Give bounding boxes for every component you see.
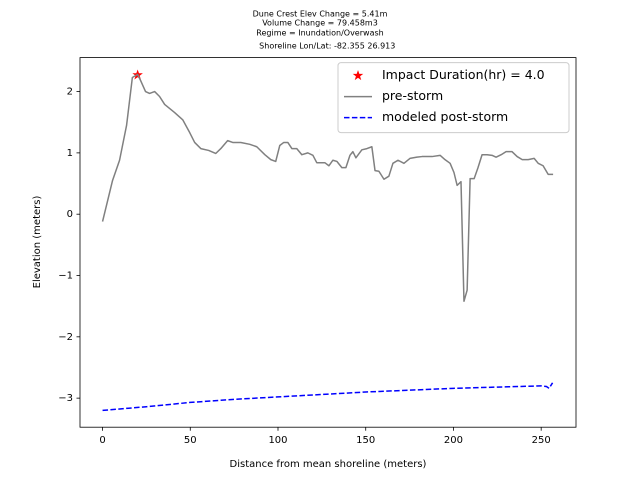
x-tick-label: 150 (356, 435, 375, 446)
legend-label: Impact Duration(hr) = 4.0 (382, 67, 545, 82)
x-tick-label: 200 (444, 435, 463, 446)
y-tick-label: 1 (67, 148, 73, 159)
y-tick-label: 0 (67, 209, 73, 220)
legend-label: pre-storm (382, 88, 443, 103)
x-tick-label: 50 (184, 435, 197, 446)
title-line: Volume Change = 79.458m3 (262, 19, 378, 28)
legend-box (337, 62, 570, 134)
title-line: Dune Crest Elev Change = 5.41m (253, 10, 388, 19)
x-tick-label: 0 (99, 435, 105, 446)
y-tick-label: −1 (58, 271, 73, 282)
y-tick-label: 2 (67, 87, 73, 98)
series-line (101, 73, 554, 303)
y-axis-label: Elevation (meters) (32, 196, 43, 289)
x-tick-label: 100 (268, 435, 287, 446)
legend-label: modeled post-storm (382, 109, 508, 124)
x-tick-label: 250 (532, 435, 551, 446)
title-line: Shoreline Lon/Lat: -82.355 26.913 (257, 42, 396, 51)
title-line: Regime = Inundation/Overwash (256, 29, 383, 38)
axes-frame (79, 57, 577, 428)
series-line (102, 382, 554, 412)
x-axis-label: Distance from mean shoreline (meters) (230, 459, 427, 470)
y-tick-label: −2 (58, 332, 73, 343)
legend-marker (352, 70, 364, 81)
y-tick-label: −3 (58, 393, 73, 404)
